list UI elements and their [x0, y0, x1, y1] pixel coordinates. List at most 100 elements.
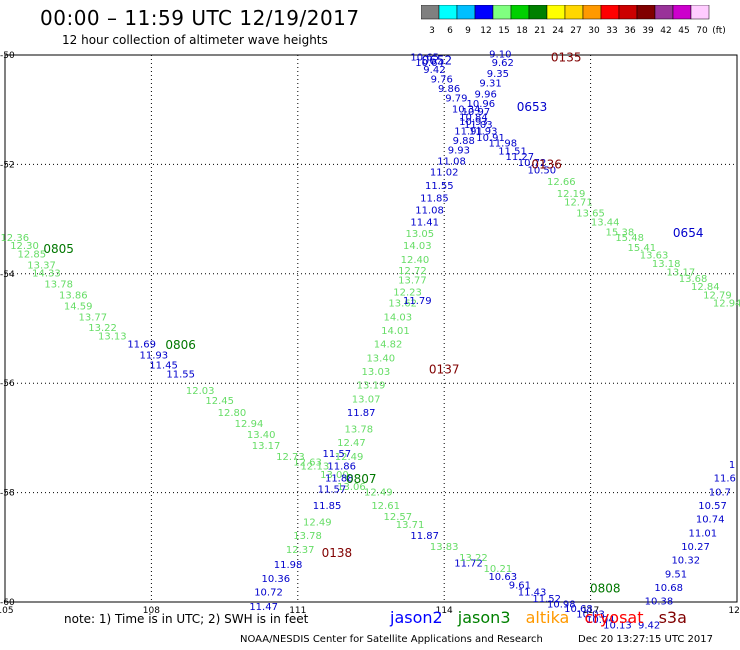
wave-height-value: 11.91 — [454, 126, 483, 137]
wave-height-value: 9.51 — [665, 569, 687, 580]
wave-height-value: 11.02 — [430, 167, 459, 178]
wave-height-value: 10.65 — [410, 52, 439, 63]
wave-height-value: 12.66 — [547, 177, 576, 188]
x-tick-label: 117 — [582, 606, 599, 616]
wave-height-value: 9.61 — [509, 580, 531, 591]
wave-height-value: 11.43 — [518, 587, 547, 598]
wave-height-value: 13.22 — [459, 553, 488, 564]
wave-height-value: 11.79 — [403, 296, 432, 307]
pass-label: 0652 — [422, 53, 453, 67]
wave-height-value: 10.68 — [654, 583, 683, 594]
legend-jason2: jason2 — [390, 608, 443, 627]
satellite-legend: jason2 jason3 altika cryosat s3a — [390, 608, 697, 627]
scale-label: 24 — [552, 26, 564, 36]
wave-height-value: 13.40 — [366, 353, 395, 364]
wave-height-value: 13.00 — [320, 470, 349, 481]
scale-label: 6 — [447, 26, 453, 36]
wave-height-value: 13.22 — [88, 323, 117, 334]
wave-height-value: 10.7 — [709, 487, 731, 498]
wave-height-value: 13.86 — [59, 290, 88, 301]
wave-height-value: 11.93 — [469, 126, 498, 137]
wave-height-value: 10.27 — [681, 542, 710, 553]
wave-height-value: 10.38 — [645, 597, 674, 608]
wave-height-value: 9.42 — [423, 65, 445, 76]
scale-swatch-15 — [690, 5, 710, 20]
wave-height-value: 12.63 — [293, 457, 322, 468]
wave-height-value: 12.57 — [384, 512, 413, 523]
chart-title: 00:00 – 11:59 UTC 12/19/2017 — [40, 6, 360, 30]
pass-label: 0653 — [517, 100, 548, 114]
wave-height-value: 12.47 — [337, 438, 366, 449]
wave-height-value: 12.45 — [205, 396, 234, 407]
wave-height-value: 14.59 — [64, 301, 93, 312]
wave-height-value: 12.37 — [286, 545, 315, 556]
wave-height-value: 13.05 — [405, 229, 434, 240]
wave-height-value: 11.85 — [420, 194, 449, 205]
wave-height-value: 13.65 — [576, 208, 605, 219]
wave-height-value: 10.64 — [415, 58, 444, 69]
wave-height-value: 11.98 — [274, 560, 303, 571]
wave-height-value: 12.40 — [401, 255, 430, 266]
wave-height-value: 11.57 — [318, 485, 347, 496]
chart-subtitle: 12 hour collection of altimeter wave hei… — [62, 33, 328, 47]
pass-label: 0138 — [322, 546, 353, 560]
wave-height-value: 10.72 — [254, 587, 283, 598]
wave-height-value: 11.01 — [689, 528, 718, 539]
wave-height-value: 11.85 — [313, 501, 342, 512]
scale-label: 36 — [624, 26, 636, 36]
wave-height-value: 13.77 — [79, 312, 108, 323]
pass-series-0807-lower-blue: 11.8711.7210.639.6111.4311.5210.9810.681… — [410, 531, 660, 631]
pass-series-0654-green: 12.6612.1912.7113.6513.4415.3815.4815.41… — [547, 177, 740, 309]
wave-height-value: 12.30 — [10, 241, 39, 252]
wave-height-value: 9.76 — [431, 74, 453, 85]
y-tick-label: -56 — [0, 379, 15, 389]
wave-height-value: 15.48 — [615, 233, 644, 244]
wave-height-value: 11.51 — [498, 147, 527, 158]
x-tick-label: 120 — [728, 606, 740, 616]
scale-label: 21 — [534, 26, 545, 36]
plot-frame — [4, 54, 738, 603]
wave-height-value: 12.19 — [557, 189, 586, 200]
wave-height-value: 9.62 — [492, 58, 514, 69]
wave-height-value: 11.08 — [415, 206, 444, 217]
wave-height-value: 12.49 — [364, 487, 393, 498]
wave-height-value: 12.13 — [301, 462, 330, 473]
wave-height-value: 12.94 — [713, 299, 740, 310]
wave-height-value: 10.63 — [488, 572, 517, 583]
wave-height-value: 11.98 — [488, 138, 517, 149]
wave-height-value: 10.32 — [671, 556, 700, 567]
wave-height-value: 13.78 — [293, 531, 322, 542]
wave-height-value: 10.04 — [586, 615, 615, 626]
legend-s3a: s3a — [658, 608, 687, 627]
wave-height-value: 13.40 — [247, 430, 276, 441]
x-tick-label: 114 — [436, 606, 453, 616]
wave-height-value: 9.79 — [445, 93, 467, 104]
legend-cryosat: cryosat — [584, 608, 644, 627]
wave-height-value: 11.27 — [506, 152, 535, 163]
footer-credit: NOAA/NESDIS Center for Satellite Applica… — [240, 634, 543, 645]
wave-height-value: 11.55 — [166, 370, 195, 381]
wave-height-value: 11.45 — [149, 360, 178, 371]
wave-height-value: 10.84 — [459, 113, 488, 124]
wave-height-value: 14.33 — [32, 269, 61, 280]
legend-jason3: jason3 — [457, 608, 511, 627]
wave-height-value: 13.44 — [591, 218, 620, 229]
pass-series-0138-blue: 11.98 10.36 10.72 11.47 — [249, 560, 302, 613]
wave-height-value: 12.85 — [18, 249, 47, 260]
wave-height-value: 12.71 — [564, 197, 593, 208]
wave-height-value: 11.86 — [327, 462, 356, 473]
wave-height-value: 13.19 — [357, 381, 386, 392]
wave-height-value: 12.94 — [235, 419, 264, 430]
wave-height-value: 10.50 — [527, 166, 556, 177]
scale-label: 70 — [696, 26, 708, 36]
wave-height-value: 1 — [729, 460, 735, 471]
wave-height-value: 15.41 — [628, 243, 657, 254]
wave-height-value: 13.78 — [44, 279, 73, 290]
wave-height-value: 13.83 — [430, 542, 459, 553]
wave-height-value: 11.03 — [464, 120, 493, 131]
pass-label: 0808 — [590, 581, 621, 595]
